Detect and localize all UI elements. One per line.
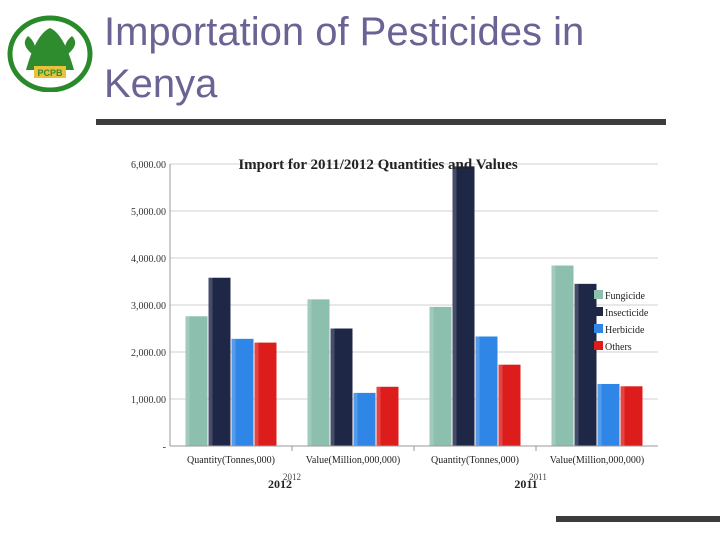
bar-herbicide (597, 383, 620, 446)
bar-others (376, 386, 399, 446)
bar-herbicide (353, 392, 376, 446)
chart-title: Import for 2011/2012 Quantities and Valu… (238, 157, 518, 173)
chart-bars (185, 166, 643, 446)
y-tick-label: 4,000.00 (131, 254, 166, 265)
bar-highlight (376, 386, 381, 446)
legend-label: Others (605, 342, 632, 353)
bar-herbicide (475, 336, 498, 446)
bar-fungicide (429, 306, 452, 446)
bar-fungicide (307, 299, 330, 446)
bar-fungicide (551, 265, 574, 446)
legend-label: Fungicide (605, 291, 646, 302)
x-tick-label: Value(Million,000,000) (306, 455, 400, 466)
bar-others (254, 342, 277, 446)
x-axis: Quantity(Tonnes,000) Value(Million,000,00… (170, 445, 658, 491)
y-tick-label: 3,000.00 (131, 301, 166, 312)
y-tick-label: - (163, 442, 166, 453)
bar-highlight (551, 265, 556, 446)
bar-highlight (307, 299, 312, 446)
bar-highlight (330, 328, 335, 446)
legend-swatch-herbicide (594, 324, 603, 333)
group-label: 2012 (268, 477, 292, 491)
bar-highlight (620, 386, 625, 446)
bar-highlight (185, 316, 190, 446)
chart-legend: Fungicide Insecticide Herbicide Others (594, 290, 649, 353)
bar-highlight (597, 383, 602, 446)
y-axis: 6,000.00 5,000.00 4,000.00 3,000.00 2,000.00… (131, 160, 171, 453)
footer-divider (556, 516, 720, 522)
bar-highlight (574, 283, 579, 446)
legend-label: Insecticide (605, 308, 649, 319)
pcpb-logo: PCPB (6, 14, 94, 93)
legend-swatch-fungicide (594, 290, 603, 299)
legend-swatch-insecticide (594, 307, 603, 316)
bar-highlight (452, 166, 457, 446)
legend-label: Herbicide (605, 325, 645, 336)
group-label: 2011 (514, 477, 537, 491)
logo-text: PCPB (37, 68, 63, 78)
y-tick-label: 1,000.00 (131, 395, 166, 406)
title-divider (96, 119, 666, 125)
bar-highlight (429, 306, 434, 446)
bar-herbicide (231, 338, 254, 446)
bar-highlight (353, 392, 358, 446)
bar-others (498, 364, 521, 446)
x-tick-label: Quantity(Tonnes,000) (431, 455, 519, 466)
x-tick-label: Quantity(Tonnes,000) (187, 455, 275, 466)
bar-insecticide (574, 283, 597, 446)
bar-highlight (254, 342, 259, 446)
bar-highlight (475, 336, 480, 446)
bar-others (620, 386, 643, 446)
y-tick-label: 5,000.00 (131, 207, 166, 218)
group-small-label: 2011 (529, 472, 547, 482)
bar-insecticide (452, 166, 475, 446)
bar-highlight (498, 364, 503, 446)
pcpb-logo-icon: PCPB (7, 15, 93, 93)
bar-insecticide (208, 277, 231, 446)
bar-highlight (208, 277, 213, 446)
bar-highlight (231, 338, 236, 446)
group-small-label: 2012 (283, 472, 301, 482)
bar-insecticide (330, 328, 353, 446)
x-tick-label: Value(Million,000,000) (550, 455, 644, 466)
legend-swatch-others (594, 341, 603, 350)
bar-fungicide (185, 316, 208, 446)
y-tick-label: 2,000.00 (131, 348, 166, 359)
y-tick-label: 6,000.00 (131, 160, 166, 171)
slide-title: Importation of Pesticides in Kenya (104, 10, 585, 106)
